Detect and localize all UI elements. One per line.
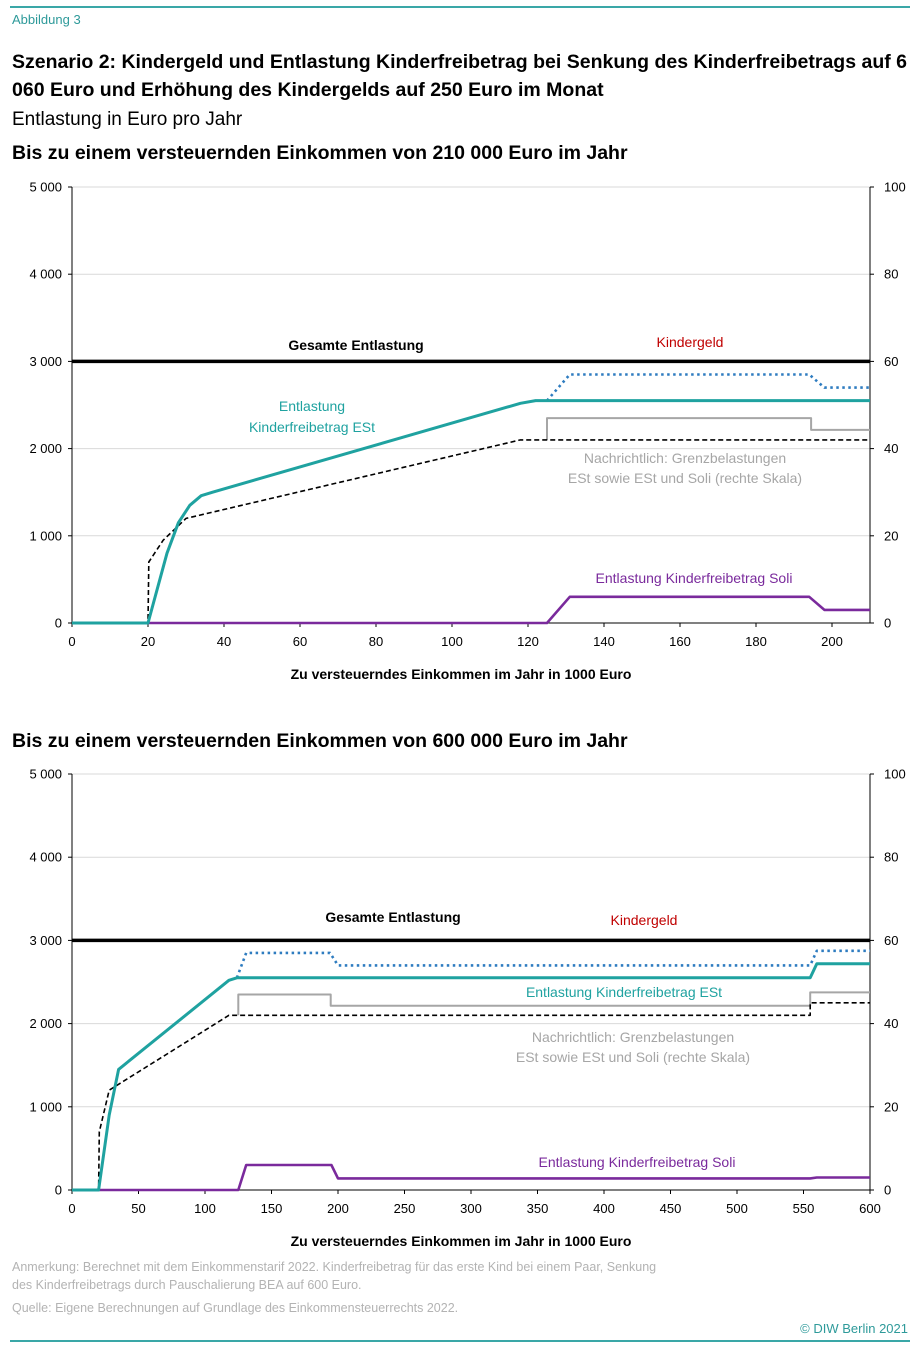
y-tick-label-right: 20 (884, 1099, 898, 1114)
x-tick-label: 250 (394, 1201, 416, 1216)
y-tick-label-left: 2 000 (29, 1016, 62, 1031)
x-tick-label: 20 (141, 634, 155, 649)
y-tick-label-right: 60 (884, 933, 898, 948)
figure-title: Szenario 2: Kindergeld und Entlastung Ki… (12, 51, 907, 101)
y-tick-label-right: 40 (884, 441, 898, 456)
y-tick-label-right: 100 (884, 767, 906, 782)
x-tick-label: 200 (327, 1201, 349, 1216)
y-tick-label-right: 20 (884, 528, 898, 543)
chart2: 0 1 000 2 000 3 000 4 000 5 000 0 20 40 60 80 100 0 5… (29, 767, 906, 1250)
label-marginal-line1: Nachrichtlich: Grenzbelastungen (532, 1029, 734, 1045)
x-tick-label: 550 (793, 1201, 815, 1216)
y-tick-label-left: 0 (55, 1183, 62, 1198)
label-est: Entlastung Kinderfreibetrag ESt (526, 984, 722, 1000)
y-tick-label-left: 3 000 (29, 354, 62, 369)
y-tick-label-left: 0 (55, 616, 62, 631)
label-soli: Entlastung Kinderfreibetrag Soli (539, 1154, 736, 1170)
x-tick-label: 450 (660, 1201, 682, 1216)
x-tick-label: 100 (194, 1201, 216, 1216)
label-est-line1: Entlastung (279, 398, 345, 414)
figure-subtitle: Entlastung in Euro pro Jahr (12, 109, 243, 130)
x-tick-label: 350 (527, 1201, 549, 1216)
top-rule (10, 6, 910, 8)
x-axis-label: Zu versteuerndes Einkommen im Jahr in 10… (291, 1233, 632, 1249)
y-tick-label-right: 0 (884, 616, 891, 631)
y-tick-label-left: 1 000 (29, 528, 62, 543)
x-tick-label: 100 (441, 634, 463, 649)
chart2-heading: Bis zu einem versteuernden Einkommen von… (12, 730, 628, 752)
x-tick-label: 300 (460, 1201, 482, 1216)
y-tick-label-right: 40 (884, 1016, 898, 1031)
series-soli (72, 1163, 870, 1192)
x-tick-label: 80 (369, 634, 383, 649)
series-est (72, 962, 870, 1192)
y-tick-label-right: 80 (884, 267, 898, 282)
label-gesamt: Gesamte Entlastung (325, 909, 460, 925)
series-marginal-total (235, 949, 870, 979)
y-tick-label-right: 80 (884, 850, 898, 865)
label-est-line2: Kinderfreibetrag ESt (249, 419, 375, 435)
y-tick-label-left: 3 000 (29, 933, 62, 948)
bottom-rule (10, 1340, 910, 1342)
x-tick-label: 600 (859, 1201, 881, 1216)
series-marginal-gray (546, 417, 870, 440)
x-tick-label: 60 (293, 634, 307, 649)
series-marginal-total (546, 373, 870, 402)
y-tick-label-right: 100 (884, 180, 906, 195)
series-marginal-est (72, 1002, 870, 1191)
x-tick-label: 150 (261, 1201, 283, 1216)
label-soli: Entlastung Kinderfreibetrag Soli (596, 570, 793, 586)
x-tick-label: 400 (593, 1201, 615, 1216)
x-tick-label: 0 (68, 1201, 75, 1216)
x-tick-label: 500 (726, 1201, 748, 1216)
label-kindergeld: Kindergeld (657, 334, 724, 350)
y-tick-label-left: 2 000 (29, 441, 62, 456)
y-tick-label-left: 4 000 (29, 267, 62, 282)
label-marginal-line1: Nachrichtlich: Grenzbelastungen (584, 450, 786, 466)
chart1: 0 1 000 2 000 3 000 4 000 5 000 0 20 40 60 80 100 0 2… (29, 180, 906, 683)
y-tick-label-right: 60 (884, 354, 898, 369)
chart1-heading: Bis zu einem versteuernden Einkommen von… (12, 142, 628, 164)
x-tick-label: 50 (131, 1201, 145, 1216)
series-marginal-gray (237, 991, 870, 1016)
x-tick-label: 40 (217, 634, 231, 649)
y-tick-label-left: 1 000 (29, 1099, 62, 1114)
x-axis-label: Zu versteuerndes Einkommen im Jahr in 10… (291, 666, 632, 682)
x-tick-label: 180 (745, 634, 767, 649)
y-tick-label-left: 5 000 (29, 180, 62, 195)
note-line-2: des Kinderfreibetrags durch Pauschalieru… (12, 1278, 362, 1292)
label-gesamt: Gesamte Entlastung (288, 337, 423, 353)
x-tick-label: 120 (517, 634, 539, 649)
source-note: Quelle: Eigene Berechnungen auf Grundlag… (12, 1301, 459, 1315)
figure-label: Abbildung 3 (12, 12, 81, 27)
y-tick-label-right: 0 (884, 1183, 891, 1198)
x-tick-label: 160 (669, 634, 691, 649)
copyright: © DIW Berlin 2021 (800, 1321, 908, 1336)
y-tick-label-left: 4 000 (29, 850, 62, 865)
label-marginal-line2: ESt sowie ESt und Soli (rechte Skala) (568, 470, 802, 486)
x-tick-label: 0 (68, 634, 75, 649)
note-line-1: Anmerkung: Berechnet mit dem Einkommenst… (12, 1260, 657, 1274)
x-tick-label: 140 (593, 634, 615, 649)
series-soli (72, 595, 870, 625)
label-marginal-line2: ESt sowie ESt und Soli (rechte Skala) (516, 1049, 750, 1065)
y-tick-label-left: 5 000 (29, 767, 62, 782)
series-est (72, 399, 870, 625)
label-kindergeld: Kindergeld (611, 912, 678, 928)
x-tick-label: 200 (821, 634, 843, 649)
